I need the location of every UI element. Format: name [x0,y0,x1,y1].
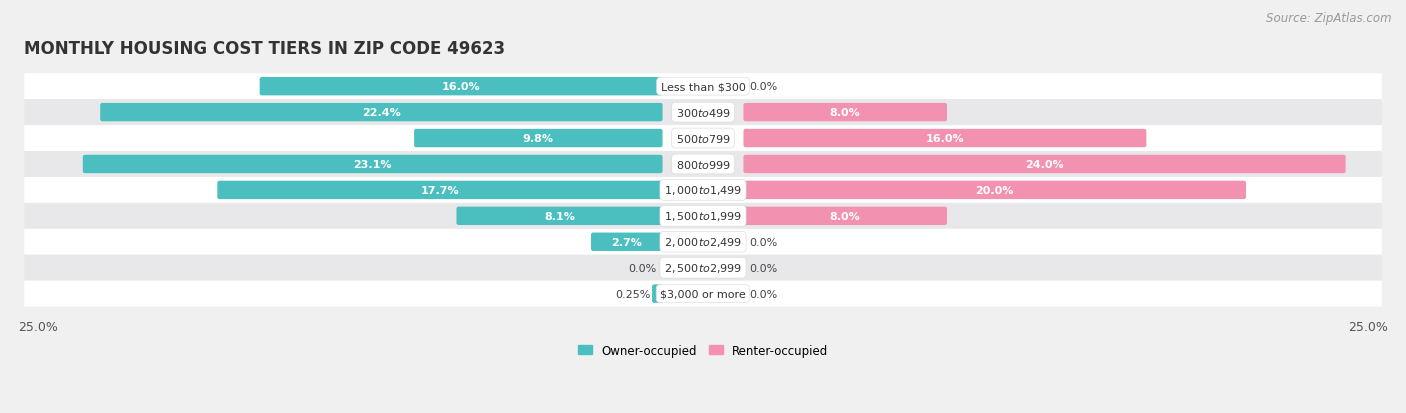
Text: 8.1%: 8.1% [544,211,575,221]
Text: $1,500 to $1,999: $1,500 to $1,999 [664,210,742,223]
FancyBboxPatch shape [24,255,1382,281]
Text: 0.0%: 0.0% [628,263,657,273]
FancyBboxPatch shape [24,229,1382,255]
Text: 16.0%: 16.0% [441,82,481,92]
Text: $1,000 to $1,499: $1,000 to $1,499 [664,184,742,197]
FancyBboxPatch shape [744,130,1146,148]
Text: 0.0%: 0.0% [749,82,778,92]
Text: $2,500 to $2,999: $2,500 to $2,999 [664,261,742,275]
FancyBboxPatch shape [24,203,1382,229]
FancyBboxPatch shape [83,155,662,174]
FancyBboxPatch shape [24,100,1382,126]
Text: 0.0%: 0.0% [749,237,778,247]
FancyBboxPatch shape [24,281,1382,307]
Text: $2,000 to $2,499: $2,000 to $2,499 [664,236,742,249]
Text: $500 to $799: $500 to $799 [675,133,731,145]
FancyBboxPatch shape [457,207,662,225]
Text: 0.25%: 0.25% [614,289,650,299]
Text: Less than $300: Less than $300 [661,82,745,92]
Text: $800 to $999: $800 to $999 [675,159,731,171]
Text: 22.4%: 22.4% [361,108,401,118]
Text: 20.0%: 20.0% [976,185,1014,195]
FancyBboxPatch shape [260,78,662,96]
FancyBboxPatch shape [652,285,662,303]
FancyBboxPatch shape [24,178,1382,203]
FancyBboxPatch shape [24,126,1382,152]
Text: 24.0%: 24.0% [1025,159,1064,170]
Text: 17.7%: 17.7% [420,185,460,195]
FancyBboxPatch shape [591,233,662,252]
Text: 0.0%: 0.0% [749,263,778,273]
FancyBboxPatch shape [24,152,1382,178]
Text: 8.0%: 8.0% [830,108,860,118]
Legend: Owner-occupied, Renter-occupied: Owner-occupied, Renter-occupied [572,339,834,361]
FancyBboxPatch shape [744,155,1346,174]
FancyBboxPatch shape [24,74,1382,100]
FancyBboxPatch shape [744,207,948,225]
Text: 0.0%: 0.0% [749,289,778,299]
Text: $300 to $499: $300 to $499 [675,107,731,119]
Text: Source: ZipAtlas.com: Source: ZipAtlas.com [1267,12,1392,25]
Text: 2.7%: 2.7% [612,237,643,247]
FancyBboxPatch shape [218,181,662,199]
Text: 23.1%: 23.1% [353,159,392,170]
Text: $3,000 or more: $3,000 or more [661,289,745,299]
FancyBboxPatch shape [100,104,662,122]
FancyBboxPatch shape [744,104,948,122]
FancyBboxPatch shape [744,181,1246,199]
FancyBboxPatch shape [415,130,662,148]
Text: MONTHLY HOUSING COST TIERS IN ZIP CODE 49623: MONTHLY HOUSING COST TIERS IN ZIP CODE 4… [24,40,505,58]
Text: 9.8%: 9.8% [523,134,554,144]
Text: 16.0%: 16.0% [925,134,965,144]
Text: 8.0%: 8.0% [830,211,860,221]
